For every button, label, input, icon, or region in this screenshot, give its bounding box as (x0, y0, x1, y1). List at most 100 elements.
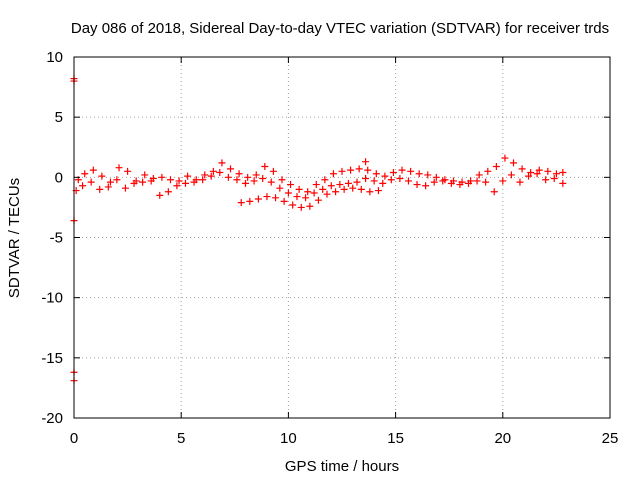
data-point (106, 178, 114, 186)
y-tick-label: -5 (50, 230, 63, 247)
data-point (312, 181, 320, 189)
data-point (216, 169, 224, 177)
data-point (559, 179, 567, 187)
data-point (544, 167, 552, 175)
data-point (404, 177, 412, 185)
data-point (115, 164, 123, 172)
data-point (293, 193, 301, 201)
data-point (527, 169, 535, 177)
x-axis-label: GPS time / hours (285, 458, 399, 475)
data-point (306, 202, 314, 210)
data-point (87, 178, 95, 186)
data-point (289, 201, 297, 209)
data-point (263, 193, 271, 201)
data-point (501, 154, 509, 162)
data-point (357, 185, 365, 193)
ticks (73, 56, 611, 419)
data-point (175, 177, 183, 185)
data-point (510, 159, 518, 167)
data-point (535, 166, 543, 174)
data-point (184, 172, 192, 180)
data-point (280, 197, 288, 205)
data-point (379, 179, 387, 187)
data-point (364, 166, 372, 174)
data-point (533, 170, 541, 178)
data-point (244, 173, 252, 181)
data-point (190, 178, 198, 186)
chart-title: Day 086 of 2018, Sidereal Day-to-day VTE… (71, 20, 609, 37)
data-points (70, 75, 567, 385)
data-point (340, 185, 348, 193)
data-point (139, 178, 147, 186)
data-point (304, 188, 312, 196)
data-point (347, 166, 355, 174)
x-tick-label: 25 (602, 430, 619, 447)
data-point (323, 190, 331, 198)
data-point (456, 181, 464, 189)
data-point (381, 172, 389, 180)
data-point (224, 173, 232, 181)
data-point (407, 167, 415, 175)
data-point (464, 179, 472, 187)
data-point (276, 184, 284, 192)
series-edge (70, 75, 370, 385)
data-point (259, 175, 267, 183)
y-tick-label: -20 (41, 410, 63, 427)
data-point (507, 171, 515, 179)
data-point (79, 182, 87, 190)
y-axis-label: SDTVAR / TECUs (6, 178, 23, 298)
data-point (287, 181, 295, 189)
x-tick-label: 5 (177, 430, 185, 447)
data-point (96, 185, 104, 193)
y-tick-labels: 10 5 0 -5 -10 -15 -20 (41, 49, 63, 427)
data-point (254, 195, 262, 203)
data-point (415, 170, 423, 178)
data-point (314, 196, 322, 204)
data-point (233, 176, 241, 184)
data-point (422, 182, 430, 190)
data-point (272, 194, 280, 202)
data-point (499, 177, 507, 185)
data-point (492, 163, 500, 171)
data-point (209, 167, 217, 175)
data-point (246, 197, 254, 205)
data-point (164, 188, 172, 196)
data-point (242, 179, 250, 187)
data-point (396, 175, 404, 183)
data-point (355, 165, 363, 173)
data-point (218, 159, 226, 167)
data-point (302, 194, 310, 202)
data-point (439, 177, 447, 185)
data-point (353, 178, 361, 186)
data-point (181, 179, 189, 187)
data-point (525, 172, 533, 180)
data-point (370, 177, 378, 185)
data-point (81, 170, 89, 178)
x-tick-label: 0 (70, 430, 78, 447)
data-point (374, 187, 382, 195)
y-tick-label: 5 (55, 109, 63, 126)
data-point (104, 183, 112, 191)
data-point (310, 189, 318, 197)
data-point (387, 176, 395, 184)
data-point (329, 170, 337, 178)
series-track-c (237, 184, 382, 211)
data-point (237, 199, 245, 207)
data-point (447, 179, 455, 187)
data-point (227, 165, 235, 173)
data-point (141, 171, 149, 179)
x-tick-labels: 0 5 10 15 20 25 (70, 430, 619, 447)
data-point (516, 178, 524, 186)
data-point (432, 173, 440, 181)
data-point (235, 170, 243, 178)
data-point (424, 171, 432, 179)
data-point (344, 179, 352, 187)
data-point (297, 203, 305, 211)
data-point (261, 163, 269, 171)
data-point (484, 167, 492, 175)
data-point (173, 182, 181, 190)
data-point (482, 178, 490, 186)
data-point (278, 176, 286, 184)
data-point (475, 171, 483, 179)
